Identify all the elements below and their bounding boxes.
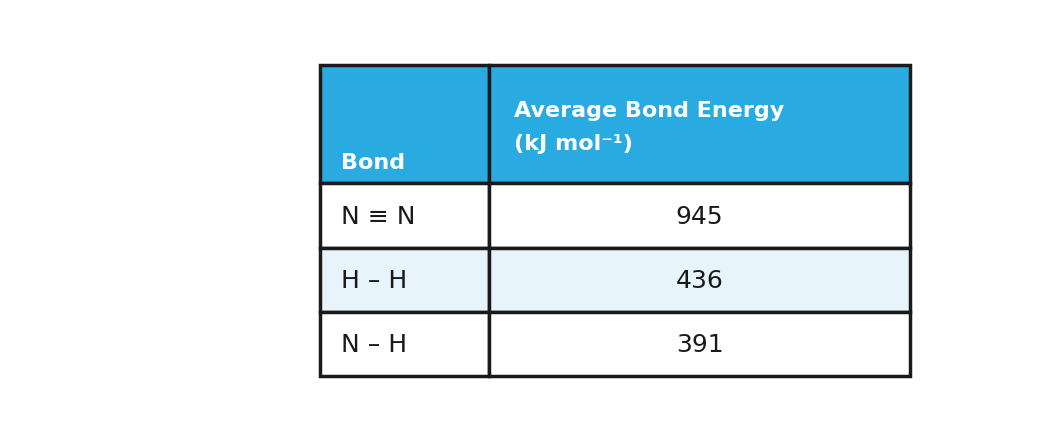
Bar	[320, 248, 488, 312]
Text: N – H: N – H	[340, 332, 407, 356]
Text: (kJ mol⁻¹): (kJ mol⁻¹)	[514, 134, 633, 154]
Bar	[488, 66, 911, 184]
Bar	[320, 184, 488, 248]
Text: 945: 945	[676, 204, 723, 228]
Bar	[488, 184, 911, 248]
Bar	[488, 312, 911, 376]
Bar	[320, 66, 488, 184]
Text: H – H: H – H	[340, 268, 407, 292]
Bar	[320, 312, 488, 376]
Text: Average Bond Energy: Average Bond Energy	[514, 101, 784, 121]
Text: N ≡ N: N ≡ N	[340, 204, 415, 228]
Text: 391: 391	[676, 332, 723, 356]
Bar	[488, 248, 911, 312]
Text: Bond: Bond	[340, 153, 405, 173]
Text: 436: 436	[676, 268, 724, 292]
